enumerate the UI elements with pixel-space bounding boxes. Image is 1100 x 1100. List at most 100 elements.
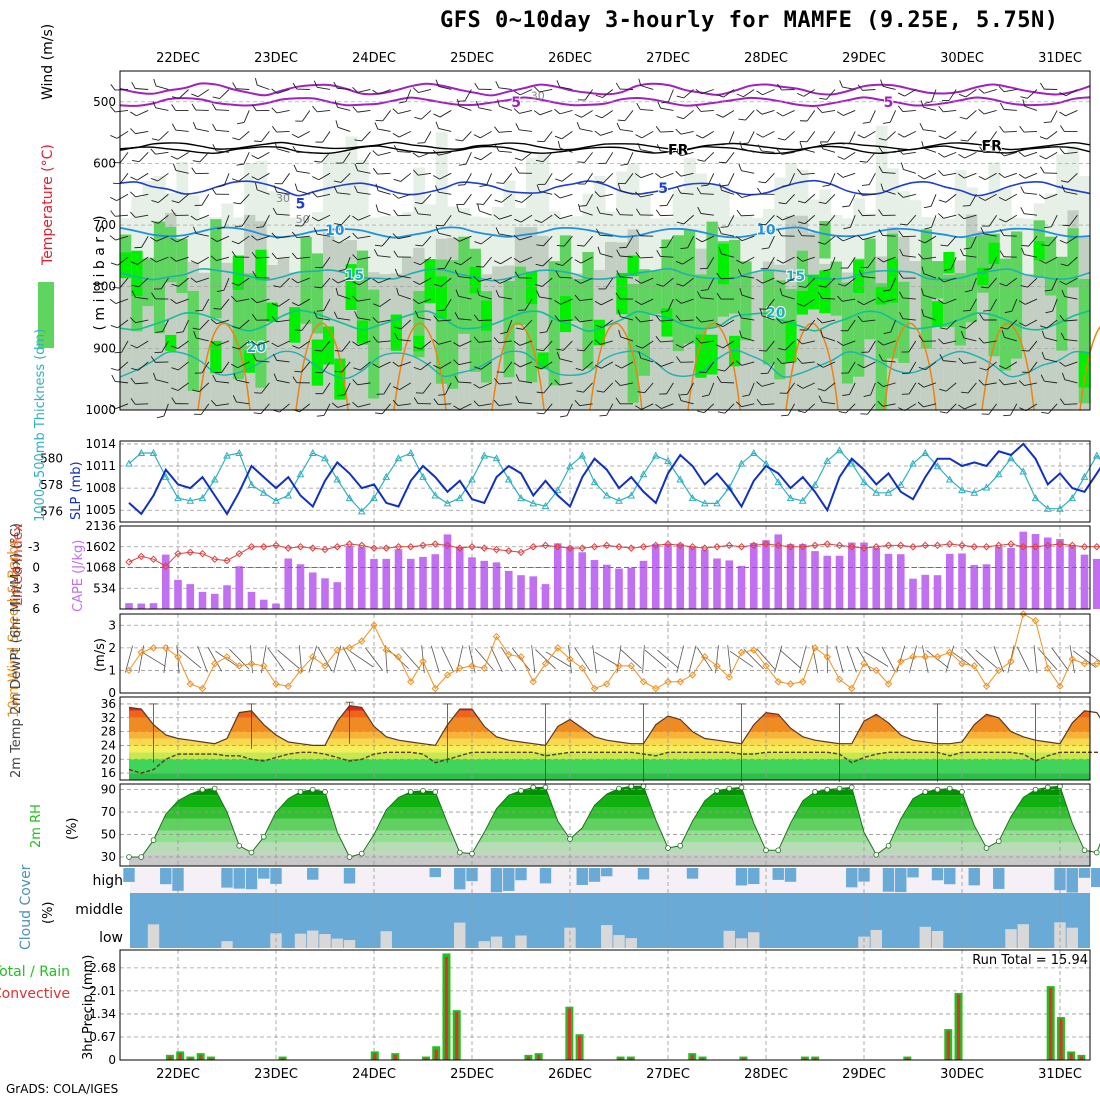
- wind10m-barb-staff: [594, 651, 620, 667]
- lifted-index-point: [970, 543, 978, 551]
- wind-barb-flag: [939, 354, 944, 361]
- wind-barb-flag: [739, 330, 743, 338]
- wind-barb-flag: [274, 183, 282, 185]
- wind-barb: [1020, 207, 1038, 216]
- cloud-high-bar: [245, 868, 258, 890]
- wind-barb: [556, 80, 573, 90]
- wind-barb: [716, 272, 735, 280]
- wind-barb: [756, 277, 775, 284]
- wind-barb: [392, 361, 411, 367]
- wind10m-barb-staff: [531, 645, 536, 674]
- wind-barb: [458, 152, 472, 166]
- cloud-high-bar: [160, 868, 172, 885]
- wind-barb-staff: [1003, 235, 1017, 237]
- wind-barb-staff: [765, 214, 775, 226]
- wind-barb-flag: [113, 161, 121, 164]
- cape-bar: [1031, 534, 1040, 609]
- wind-barb: [417, 131, 432, 144]
- wind-barb-staff: [160, 277, 169, 290]
- wind-barb-flag: [837, 156, 845, 160]
- wind-barb-staff: [765, 340, 775, 352]
- wind10m-barb: [1016, 646, 1030, 672]
- wind-barb-staff: [178, 193, 189, 204]
- wind-barb: [130, 317, 149, 324]
- slp-y-axis-label: SLP (mb): [69, 461, 84, 520]
- wind-barb-flag: [1021, 349, 1029, 352]
- wind-barb: [170, 298, 189, 304]
- wind-barb-flag: [150, 236, 157, 242]
- wind10m-barb-staff: [365, 647, 383, 671]
- temp2m-band: [129, 759, 1090, 774]
- wind-barb-staff: [400, 172, 412, 182]
- wind-barb-staff: [850, 215, 856, 228]
- wind-barb-staff: [945, 131, 957, 140]
- precip-legend-convective: Convective: [0, 986, 70, 1002]
- wind-barb-staff: [667, 298, 674, 312]
- cloud-high-bar: [172, 868, 184, 891]
- cloud-low-gap: [625, 938, 637, 948]
- cape-bar: [419, 556, 427, 609]
- wind-barb-staff: [177, 340, 189, 349]
- cape-bar: [664, 544, 672, 609]
- wind-barb-staff: [983, 110, 997, 115]
- wind-barb-staff: [317, 86, 331, 90]
- wind-barb-staff: [827, 131, 836, 143]
- wind10m-barb-staff: [856, 646, 872, 672]
- wind-barb-staff: [260, 131, 270, 142]
- wind-barb-flag: [313, 311, 318, 319]
- wind-barb-staff: [640, 172, 654, 179]
- wind-barb-staff: [321, 277, 331, 289]
- wind10m-barb-staff: [657, 649, 679, 669]
- wind-barb: [190, 256, 210, 265]
- rh-region-saturated: [582, 251, 595, 369]
- wind-barb-flag: [981, 413, 989, 415]
- wind10m-line: [128, 613, 1100, 690]
- wind-barb: [998, 193, 1018, 202]
- wind-barb-staff: [983, 382, 997, 386]
- wind-barb-flag: [923, 205, 932, 209]
- wind-barb-flag: [596, 206, 601, 214]
- wind-barb: [1021, 247, 1038, 258]
- wind-barb: [514, 193, 533, 203]
- wind-barb-flag: [375, 183, 379, 191]
- wind-barb-flag: [352, 232, 358, 239]
- rh2m-point: [665, 845, 671, 851]
- wind-barb-flag: [455, 139, 463, 142]
- wind-barb: [191, 89, 210, 98]
- wind-barb: [1059, 315, 1078, 322]
- wind-barb: [738, 163, 755, 174]
- rh-region-saturated: [774, 280, 787, 380]
- wind10m-barb: [696, 647, 713, 672]
- isotherm-warm: [295, 322, 349, 411]
- wind-barb: [840, 319, 856, 332]
- wind-barb-flag: [924, 226, 932, 230]
- wind-barb: [577, 152, 593, 163]
- wind-barb-flag: [456, 98, 460, 107]
- wind-barb-staff: [925, 361, 937, 371]
- wind10m-barb-staff: [535, 649, 556, 670]
- wind-barb: [797, 229, 815, 237]
- wind-barb: [937, 338, 957, 345]
- wind-barb-staff: [1028, 235, 1038, 247]
- wind-barb-flag: [1018, 151, 1025, 157]
- wind-barb-flag: [134, 246, 142, 249]
- wind-barb: [1061, 184, 1078, 195]
- thickness-point: [1007, 454, 1015, 462]
- wind-barb-staff: [135, 88, 149, 90]
- wind-barb-staff: [195, 233, 209, 237]
- wind-barb-flag: [615, 292, 621, 300]
- wind-barb-flag: [232, 326, 240, 329]
- thickness-point: [1056, 504, 1064, 512]
- wind-barb: [778, 193, 795, 205]
- thickness-point: [909, 459, 917, 467]
- wind10m-point: [799, 678, 807, 686]
- cloud-high-bar: [748, 868, 760, 885]
- wind-barb: [999, 102, 1017, 111]
- rh-region-bright: [717, 243, 730, 285]
- wind-barb: [596, 206, 613, 216]
- wind-barb-flag: [838, 410, 846, 414]
- wind-barb: [536, 290, 553, 300]
- wind-barb-flag: [937, 277, 945, 283]
- wind10m-barb: [229, 648, 250, 670]
- wind-barb-flag: [112, 286, 120, 289]
